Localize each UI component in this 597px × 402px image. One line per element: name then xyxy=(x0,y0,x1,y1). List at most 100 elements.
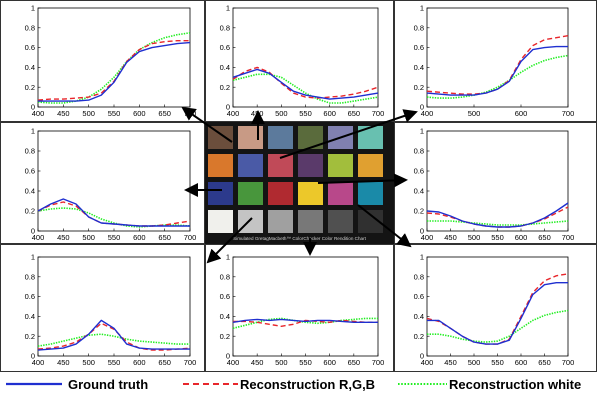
checker-swatch xyxy=(298,126,323,149)
y-tick-label: 0 xyxy=(226,103,230,112)
x-tick-label: 400 xyxy=(32,109,45,118)
y-tick-label: 0.6 xyxy=(25,167,35,176)
checker-swatch xyxy=(298,182,323,205)
checker-swatch xyxy=(358,182,383,205)
spectral-plot-7: 400 450 500 550 600 650 700 0 0.2 0.4 0.6 0.8 1 xyxy=(220,253,385,367)
series-line-ground-truth xyxy=(232,68,379,100)
checker-swatch xyxy=(328,210,353,233)
panel-frame-4 xyxy=(0,122,205,244)
pointer-arrows xyxy=(181,106,418,264)
checker-swatch xyxy=(298,210,323,233)
series-line-ground-truth xyxy=(426,45,568,96)
x-tick-label: 650 xyxy=(158,358,171,367)
x-tick-label: 650 xyxy=(348,109,361,118)
x-tick-label: 550 xyxy=(108,233,121,242)
y-tick-label: 0 xyxy=(420,227,424,236)
checker-swatch xyxy=(358,210,383,233)
x-tick-label: 450 xyxy=(444,233,457,242)
x-tick-label: 400 xyxy=(32,233,45,242)
spectral-plot-4: 400 450 500 550 600 650 700 0 0.2 0.4 0.6 0.8 1 xyxy=(25,127,197,242)
x-tick-label: 700 xyxy=(372,358,385,367)
plot-area xyxy=(426,130,569,232)
y-tick-label: 0.6 xyxy=(220,292,230,301)
x-tick-label: 650 xyxy=(538,358,551,367)
x-tick-label: 450 xyxy=(251,358,264,367)
checker-swatch xyxy=(268,126,293,149)
series-line-reconstruction-white xyxy=(37,32,191,104)
plot-area xyxy=(37,256,191,357)
series-line-reconstruction-white xyxy=(37,207,191,228)
x-tick-label: 700 xyxy=(562,358,575,367)
y-tick-label: 0 xyxy=(420,103,424,112)
y-tick-label: 0.8 xyxy=(220,23,230,32)
x-tick-label: 600 xyxy=(133,358,146,367)
y-tick-label: 0.2 xyxy=(25,332,35,341)
checker-swatch xyxy=(268,210,293,233)
x-tick-label: 400 xyxy=(32,358,45,367)
checker-swatch xyxy=(358,126,383,149)
checker-swatch xyxy=(238,126,263,149)
y-tick-label: 0.6 xyxy=(414,167,424,176)
pointer-arrow xyxy=(181,106,233,143)
legend: Ground truth Reconstruction R,G,B Recons… xyxy=(6,377,581,392)
y-tick-label: 1 xyxy=(31,4,35,13)
y-tick-label: 0.6 xyxy=(414,292,424,301)
y-tick-label: 1 xyxy=(420,127,424,136)
x-tick-label: 600 xyxy=(515,358,528,367)
x-tick-label: 700 xyxy=(372,109,385,118)
y-tick-label: 0.8 xyxy=(25,147,35,156)
plot-area xyxy=(37,7,191,108)
checker-title: Simulated GretagMacbeth™ ColorChecker Co… xyxy=(233,236,366,241)
legend-label-ground-truth: Ground truth xyxy=(68,377,148,392)
x-tick-label: 500 xyxy=(82,233,95,242)
series-line-ground-truth xyxy=(38,41,191,102)
y-tick-label: 0.2 xyxy=(25,207,35,216)
series-line-reconstruction-white xyxy=(426,54,569,99)
y-tick-label: 1 xyxy=(31,127,35,136)
y-tick-label: 0.8 xyxy=(220,272,230,281)
y-tick-label: 0.4 xyxy=(220,312,230,321)
plot-area xyxy=(232,7,379,108)
y-tick-label: 0.4 xyxy=(414,63,424,72)
checker-swatch xyxy=(208,154,233,177)
x-tick-label: 650 xyxy=(348,358,361,367)
spectral-plot-8: 400 450 500 550 600 650 700 0 0.2 0.4 0.6 0.8 1 xyxy=(414,253,575,367)
plot-area xyxy=(232,256,379,357)
series-line-ground-truth xyxy=(232,318,378,323)
x-tick-label: 500 xyxy=(468,109,481,118)
x-tick-label: 700 xyxy=(562,233,575,242)
x-tick-label: 450 xyxy=(444,358,457,367)
series-line-reconstruction-rgb xyxy=(232,66,379,99)
x-tick-label: 400 xyxy=(421,109,434,118)
x-tick-label: 600 xyxy=(515,109,528,118)
legend-label-reconstruction-white: Reconstruction white xyxy=(449,377,581,392)
series-line-ground-truth xyxy=(37,198,190,227)
checker-swatch xyxy=(208,126,233,149)
x-tick-label: 600 xyxy=(133,233,146,242)
plot-area xyxy=(426,7,569,108)
x-tick-label: 450 xyxy=(57,109,70,118)
checker-swatch xyxy=(328,182,353,205)
y-tick-label: 0.4 xyxy=(220,63,230,72)
spectral-plot-5: 400 450 500 550 600 650 700 0 0.2 0.4 0.6 0.8 1 xyxy=(414,127,575,242)
checker-swatch xyxy=(358,154,383,177)
x-tick-label: 650 xyxy=(158,109,171,118)
checker-swatch xyxy=(208,182,233,205)
y-tick-label: 0.6 xyxy=(414,43,424,52)
x-tick-label: 550 xyxy=(299,358,312,367)
y-tick-label: 1 xyxy=(226,4,230,13)
x-tick-label: 550 xyxy=(491,358,504,367)
spectral-plot-3: 400 500 600 700 0 0.2 0.4 0.6 0.8 1 xyxy=(414,4,575,118)
y-tick-label: 0 xyxy=(226,352,230,361)
x-tick-label: 500 xyxy=(82,358,95,367)
legend-label-reconstruction-rgb: Reconstruction R,G,B xyxy=(240,377,375,392)
checker-swatch xyxy=(238,182,263,205)
series-line-ground-truth xyxy=(37,319,190,351)
y-tick-label: 0.8 xyxy=(414,147,424,156)
y-tick-label: 0.8 xyxy=(414,272,424,281)
y-tick-label: 0.2 xyxy=(25,83,35,92)
y-tick-label: 0 xyxy=(420,352,424,361)
x-tick-label: 550 xyxy=(491,233,504,242)
x-tick-label: 500 xyxy=(82,109,95,118)
